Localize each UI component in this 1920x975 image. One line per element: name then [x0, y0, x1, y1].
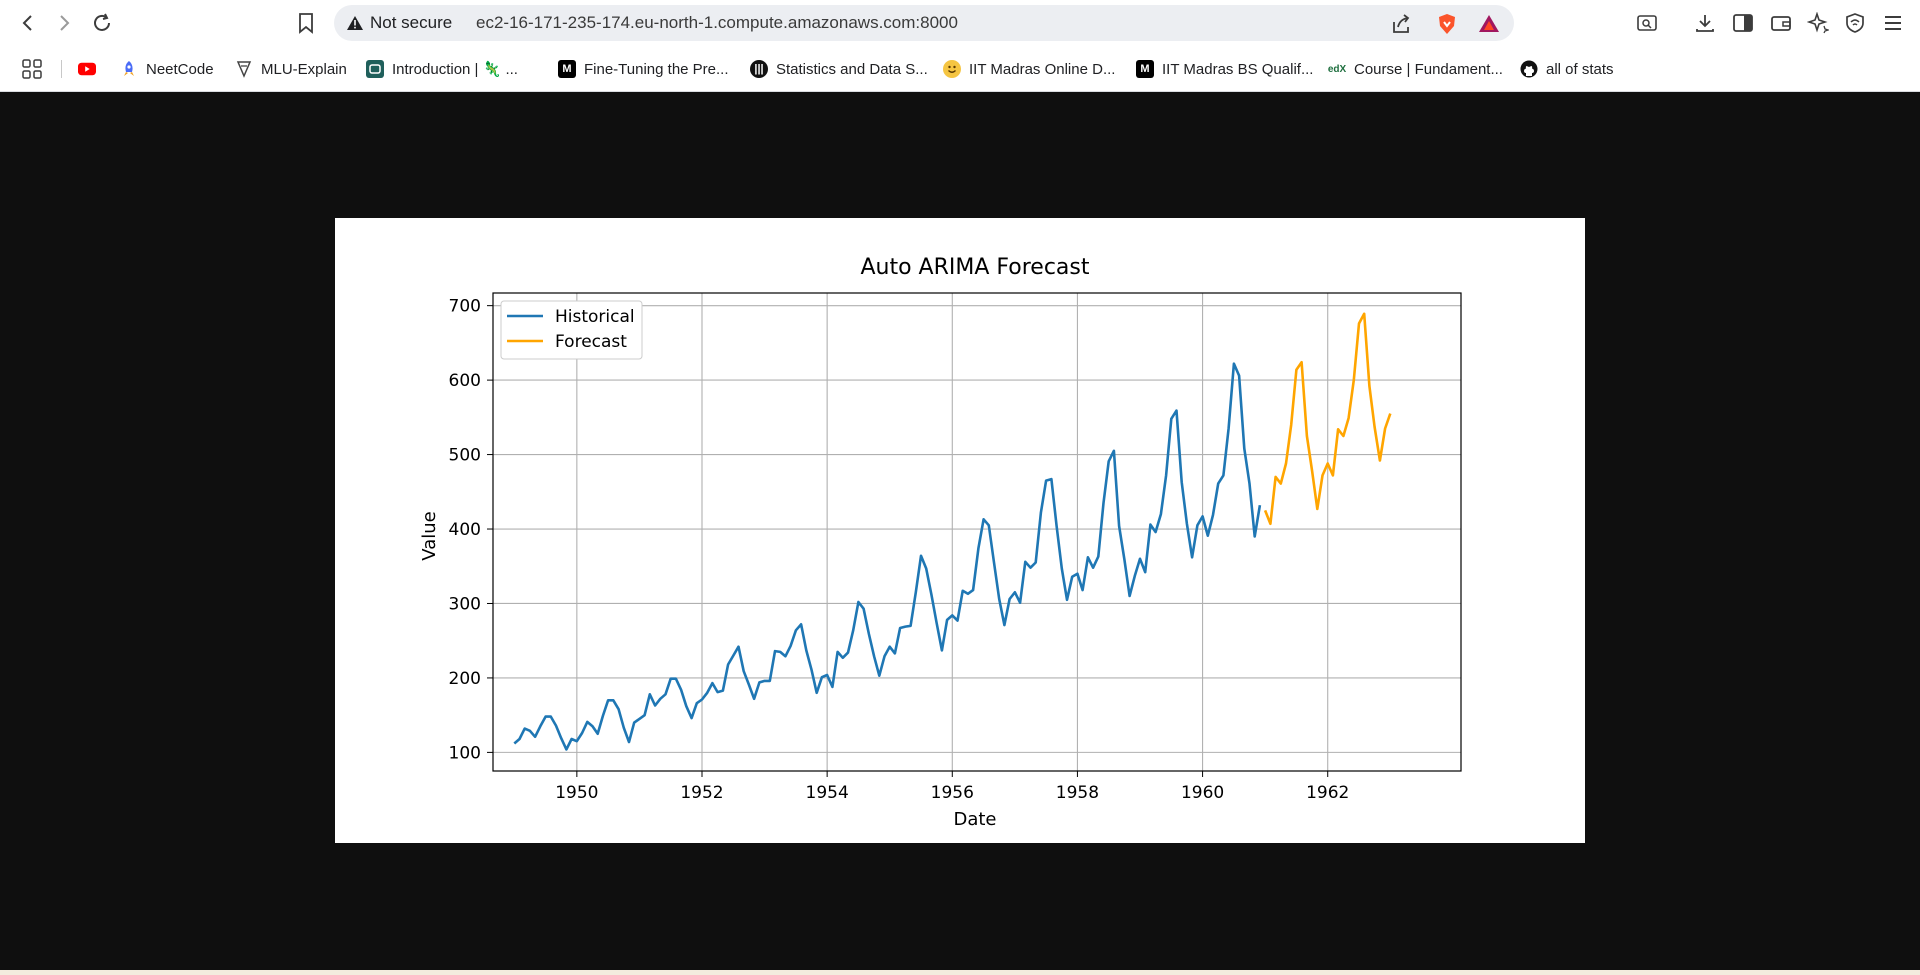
mlu-icon — [235, 60, 253, 78]
bookmark-fine-tuning[interactable]: M Fine-Tuning the Pre... — [558, 58, 729, 80]
chart-legend: Historical Forecast — [500, 300, 643, 360]
medium-icon: M — [558, 60, 576, 78]
y-tick-label: 400 — [449, 520, 481, 540]
bottom-strip — [0, 970, 1920, 975]
medium-icon: M — [1136, 60, 1154, 78]
github-icon — [1520, 60, 1538, 78]
bookmark-label: NeetCode — [146, 60, 214, 78]
bookmark-iitm-bs[interactable]: M IIT Madras BS Qualif... — [1136, 58, 1313, 80]
brave-rewards-icon[interactable] — [1478, 13, 1500, 35]
x-tick-label: 1956 — [931, 783, 974, 803]
sidebar-icon[interactable] — [1732, 12, 1754, 34]
chart-ylabel: Value — [419, 511, 440, 560]
rocket-icon — [120, 60, 138, 78]
youtube-icon — [78, 60, 96, 78]
vpn-icon[interactable] — [1844, 12, 1866, 34]
x-tick-label: 1960 — [1181, 783, 1224, 803]
search-tab-icon[interactable] — [1636, 12, 1658, 34]
bookmark-label: Course | Fundament... — [1354, 60, 1503, 78]
bookmark-all-of-stats[interactable]: all of stats — [1520, 58, 1614, 80]
chart-ticks: 1950 1952 1954 1956 1958 1960 1962 100 200 300 400… — [449, 297, 1350, 803]
bookmark-iitm-online[interactable]: IIT Madras Online D... — [943, 58, 1115, 80]
url-text[interactable]: ec2-16-171-235-174.eu-north-1.compute.am… — [476, 13, 958, 32]
bookmark-label: Introduction | 🦎 ... — [392, 61, 518, 78]
y-tick-label: 600 — [449, 371, 481, 391]
bookmark-course[interactable]: edX Course | Fundament... — [1328, 58, 1503, 80]
back-icon[interactable] — [14, 9, 42, 37]
bookmark-label: Statistics and Data S... — [776, 60, 928, 78]
reload-icon[interactable] — [88, 9, 116, 37]
x-tick-label: 1962 — [1306, 783, 1349, 803]
bookmark-label: all of stats — [1546, 60, 1614, 78]
bookmark-label: Fine-Tuning the Pre... — [584, 60, 729, 78]
legend-label-forecast: Forecast — [555, 332, 627, 352]
download-icon[interactable] — [1694, 12, 1716, 34]
course-icon: edX — [1327, 63, 1347, 75]
chart-grid — [493, 293, 1461, 771]
wallet-icon[interactable] — [1770, 12, 1792, 34]
bookmark-statistics[interactable]: ||| Statistics and Data S... — [750, 58, 928, 80]
bookmark-mlu-explain[interactable]: MLU-Explain — [235, 58, 347, 80]
chart-image: 1950 1952 1954 1956 1958 1960 1962 100 200 300 400… — [335, 218, 1585, 843]
bookmark-neetcode[interactable]: NeetCode — [120, 58, 214, 80]
chart-axes-frame — [492, 292, 1462, 772]
bookmarks-bar: NeetCode MLU-Explain Introduction | 🦎 ..… — [0, 46, 1920, 92]
x-tick-label: 1958 — [1056, 783, 1099, 803]
chart-svg: 1950 1952 1954 1956 1958 1960 1962 100 200 300 400… — [419, 255, 1462, 830]
brave-shield-icon[interactable] — [1436, 13, 1458, 35]
warning-icon — [346, 15, 364, 31]
y-tick-label: 100 — [449, 743, 481, 763]
bookmark-label: MLU-Explain — [261, 60, 347, 78]
bookmark-icon[interactable] — [296, 11, 316, 35]
bookmark-youtube[interactable] — [78, 58, 104, 80]
share-icon[interactable] — [1390, 13, 1412, 35]
leo-icon[interactable] — [1806, 11, 1831, 34]
legend-label-historical: Historical — [555, 307, 635, 327]
emoji-icon — [943, 60, 961, 78]
bookmark-introduction[interactable]: Introduction | 🦎 ... — [366, 58, 518, 80]
series-line-forecast — [1263, 312, 1392, 526]
apps-grid-icon[interactable] — [22, 58, 42, 80]
chart-title: Auto ARIMA Forecast — [860, 255, 1089, 280]
circle-logo-icon: ||| — [750, 60, 768, 78]
series-line-historical — [513, 362, 1262, 751]
menu-icon[interactable] — [1882, 12, 1904, 34]
bookmark-label: IIT Madras Online D... — [969, 60, 1116, 78]
y-tick-label: 200 — [449, 669, 481, 689]
bookmark-divider — [61, 60, 62, 78]
x-tick-label: 1954 — [806, 783, 849, 803]
y-tick-label: 700 — [449, 297, 481, 317]
x-tick-label: 1952 — [680, 783, 723, 803]
browser-toolbar: Not secure ec2-16-171-235-174.eu-north-1… — [0, 0, 1920, 46]
y-tick-label: 300 — [449, 594, 481, 614]
y-tick-label: 500 — [449, 446, 481, 466]
site-icon — [366, 60, 384, 78]
x-tick-label: 1950 — [555, 783, 598, 803]
forward-icon[interactable] — [50, 9, 78, 37]
security-label[interactable]: Not secure — [370, 13, 453, 32]
address-bar[interactable]: Not secure ec2-16-171-235-174.eu-north-1… — [334, 5, 1514, 41]
chart-lines — [513, 312, 1392, 751]
bookmark-label: IIT Madras BS Qualif... — [1162, 60, 1314, 78]
chart-xlabel: Date — [953, 809, 996, 830]
